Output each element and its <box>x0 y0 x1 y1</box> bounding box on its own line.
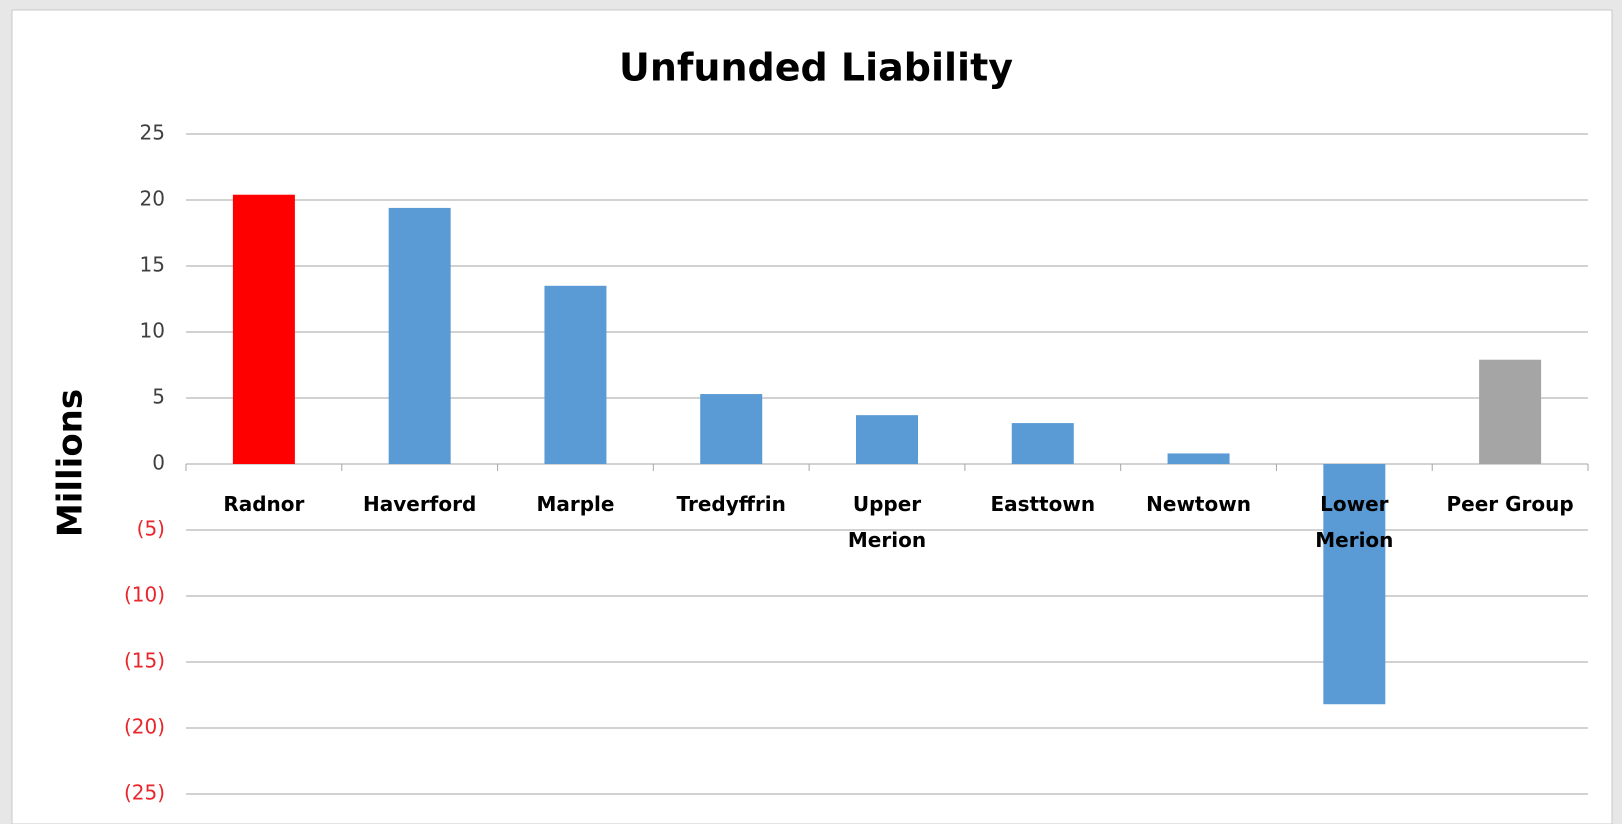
y-tick-label: 20 <box>140 187 165 211</box>
bar <box>544 285 607 464</box>
y-tick-label: 5 <box>152 385 165 409</box>
y-tick-label: (5) <box>137 517 165 541</box>
x-tick-label: Newtown <box>1146 492 1251 516</box>
x-tick-label: Marple <box>536 492 615 516</box>
chart-title: Unfunded Liability <box>619 46 1013 90</box>
x-tick-label: Upper Merion <box>847 492 927 552</box>
x-tick-label: Peer Group <box>1446 492 1574 516</box>
y-tick-label: 25 <box>140 121 165 145</box>
y-tick-label: 15 <box>140 253 165 277</box>
y-axis-label: Millions <box>51 389 91 537</box>
x-tick-label: Haverford <box>362 492 477 516</box>
y-tick-label: (20) <box>124 715 165 739</box>
y-tick-label: 10 <box>140 319 165 343</box>
x-tick-label: Easttown <box>990 492 1096 516</box>
bar <box>232 194 295 464</box>
x-tick-label: Lower Merion <box>1315 492 1394 552</box>
x-tick-label: Tredyffrin <box>676 492 786 516</box>
y-tick-label: (25) <box>124 781 165 805</box>
bar <box>700 394 763 464</box>
bar <box>1323 464 1386 705</box>
bar <box>1167 453 1230 464</box>
bar <box>1011 423 1074 464</box>
bar <box>1479 359 1542 464</box>
bar <box>388 207 451 465</box>
y-tick-label: (15) <box>124 649 165 673</box>
bar <box>856 415 918 464</box>
y-tick-label: (10) <box>124 583 165 607</box>
x-tick-label: Radnor <box>223 492 305 516</box>
y-tick-label: 0 <box>152 451 165 475</box>
